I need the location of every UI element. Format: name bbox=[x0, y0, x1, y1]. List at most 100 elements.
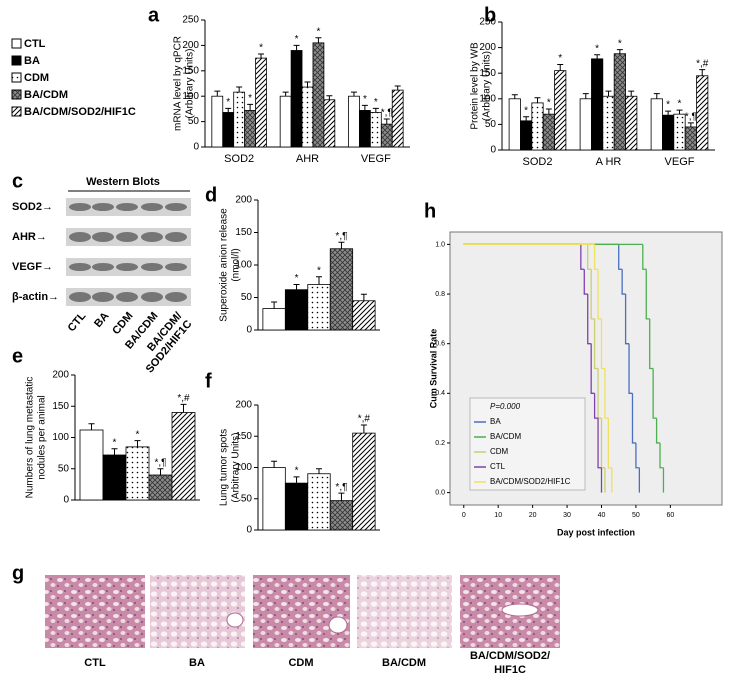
legend-swatch bbox=[11, 55, 22, 66]
y-axis-label: Lung tumor spots bbox=[219, 429, 230, 506]
error-bar bbox=[271, 460, 278, 468]
error-bar bbox=[338, 492, 345, 501]
error-bar bbox=[236, 86, 243, 93]
y-tick-label: 1.0 bbox=[435, 241, 445, 248]
significance-label: * bbox=[558, 53, 562, 64]
bar bbox=[262, 467, 286, 531]
y-tick-label: 200 bbox=[235, 195, 252, 206]
survival-step bbox=[587, 244, 592, 270]
survival-step bbox=[607, 418, 612, 469]
error-bar bbox=[360, 424, 367, 434]
panel-letter: f bbox=[205, 370, 212, 392]
y-tick-label: 0.2 bbox=[435, 440, 445, 447]
y-axis-label: nodules per animal bbox=[37, 395, 48, 480]
survival-step bbox=[642, 244, 647, 270]
survival-step bbox=[621, 269, 626, 295]
y-tick-label: 200 bbox=[235, 400, 252, 411]
blot-band bbox=[92, 232, 114, 242]
histology-label: CTL bbox=[84, 657, 106, 669]
x-tick-label: AHR bbox=[296, 153, 319, 165]
bar bbox=[508, 98, 521, 151]
legend-label: BA/CDM bbox=[490, 432, 521, 441]
error-bar bbox=[293, 476, 300, 484]
bar bbox=[613, 53, 626, 151]
y-tick-label: 150 bbox=[235, 227, 252, 238]
error-bar bbox=[665, 110, 672, 116]
blot-band bbox=[141, 292, 163, 302]
significance-label: * bbox=[666, 100, 670, 111]
histology-image bbox=[253, 575, 350, 648]
error-bar bbox=[316, 468, 322, 474]
bar bbox=[329, 248, 354, 331]
x-tick-label: 60 bbox=[666, 512, 674, 519]
panel-letter: d bbox=[205, 184, 217, 206]
error-bar bbox=[225, 107, 232, 113]
survival-step bbox=[597, 368, 602, 419]
bar bbox=[352, 432, 376, 531]
bar bbox=[222, 112, 235, 148]
vessel bbox=[328, 616, 348, 634]
survival-step bbox=[590, 343, 595, 394]
error-bar bbox=[271, 301, 278, 309]
bar bbox=[307, 284, 331, 331]
histology-label: HIF1C bbox=[494, 664, 526, 676]
error-bar bbox=[594, 54, 601, 59]
bar bbox=[520, 120, 533, 151]
bar bbox=[301, 86, 314, 148]
blot-band bbox=[165, 263, 187, 271]
blot-band bbox=[69, 232, 91, 242]
error-bar bbox=[258, 53, 265, 59]
x-tick-label: 40 bbox=[598, 512, 606, 519]
y-tick-label: 0 bbox=[246, 525, 252, 536]
y-tick-label: 250 bbox=[479, 17, 496, 28]
y-axis-label: (Arbitrary Units) bbox=[482, 51, 493, 121]
legend-label: CDM bbox=[490, 447, 509, 456]
bar bbox=[369, 112, 382, 148]
error-bar bbox=[247, 103, 254, 111]
significance-label: * bbox=[259, 43, 263, 54]
blot-band bbox=[165, 292, 187, 302]
significance-label: * bbox=[595, 43, 599, 54]
significance-label: * bbox=[524, 105, 528, 116]
blot-band bbox=[92, 203, 114, 211]
significance-label: * bbox=[226, 97, 230, 108]
bar bbox=[684, 126, 697, 151]
significance-label: *,# bbox=[696, 58, 709, 69]
x-tick-label: A HR bbox=[596, 156, 622, 168]
significance-label: * bbox=[316, 26, 320, 37]
y-axis-label: Protein level by WB bbox=[470, 42, 481, 130]
legend-label: BA bbox=[24, 55, 40, 67]
survival-step bbox=[628, 343, 633, 394]
error-bar bbox=[316, 276, 322, 285]
bar bbox=[579, 98, 592, 151]
y-tick-label: 200 bbox=[182, 40, 199, 51]
blot-row-label: β-actin→ bbox=[12, 291, 59, 303]
histology-image bbox=[357, 575, 452, 648]
bar bbox=[323, 99, 336, 148]
x-tick-label: SOD2 bbox=[224, 153, 254, 165]
panel-letter: g bbox=[12, 562, 24, 584]
y-tick-label: 100 bbox=[479, 93, 496, 104]
error-bar bbox=[304, 81, 311, 88]
bar bbox=[348, 95, 360, 148]
blot-band bbox=[116, 203, 138, 211]
histology-label: BA/CDM bbox=[382, 657, 426, 669]
bar bbox=[148, 474, 173, 501]
error-bar bbox=[326, 95, 333, 100]
y-axis-label: (Arbitrary Units) bbox=[231, 432, 242, 502]
error-bar bbox=[361, 104, 368, 111]
bar bbox=[591, 58, 604, 151]
panel-letter: a bbox=[148, 4, 160, 26]
histology-label: CDM bbox=[288, 657, 313, 669]
significance-label: * bbox=[547, 98, 551, 109]
survival-step bbox=[618, 244, 623, 270]
blot-row-label: SOD2→ bbox=[12, 201, 53, 213]
legend-swatch bbox=[11, 106, 22, 117]
blot-band bbox=[92, 292, 114, 302]
lane-label: BA bbox=[92, 310, 111, 330]
blot-title: Western Blots bbox=[86, 176, 160, 188]
significance-label: * bbox=[136, 429, 140, 440]
y-tick-label: 100 bbox=[235, 462, 252, 473]
x-tick-label: 30 bbox=[563, 512, 571, 519]
survival-step bbox=[652, 368, 657, 419]
